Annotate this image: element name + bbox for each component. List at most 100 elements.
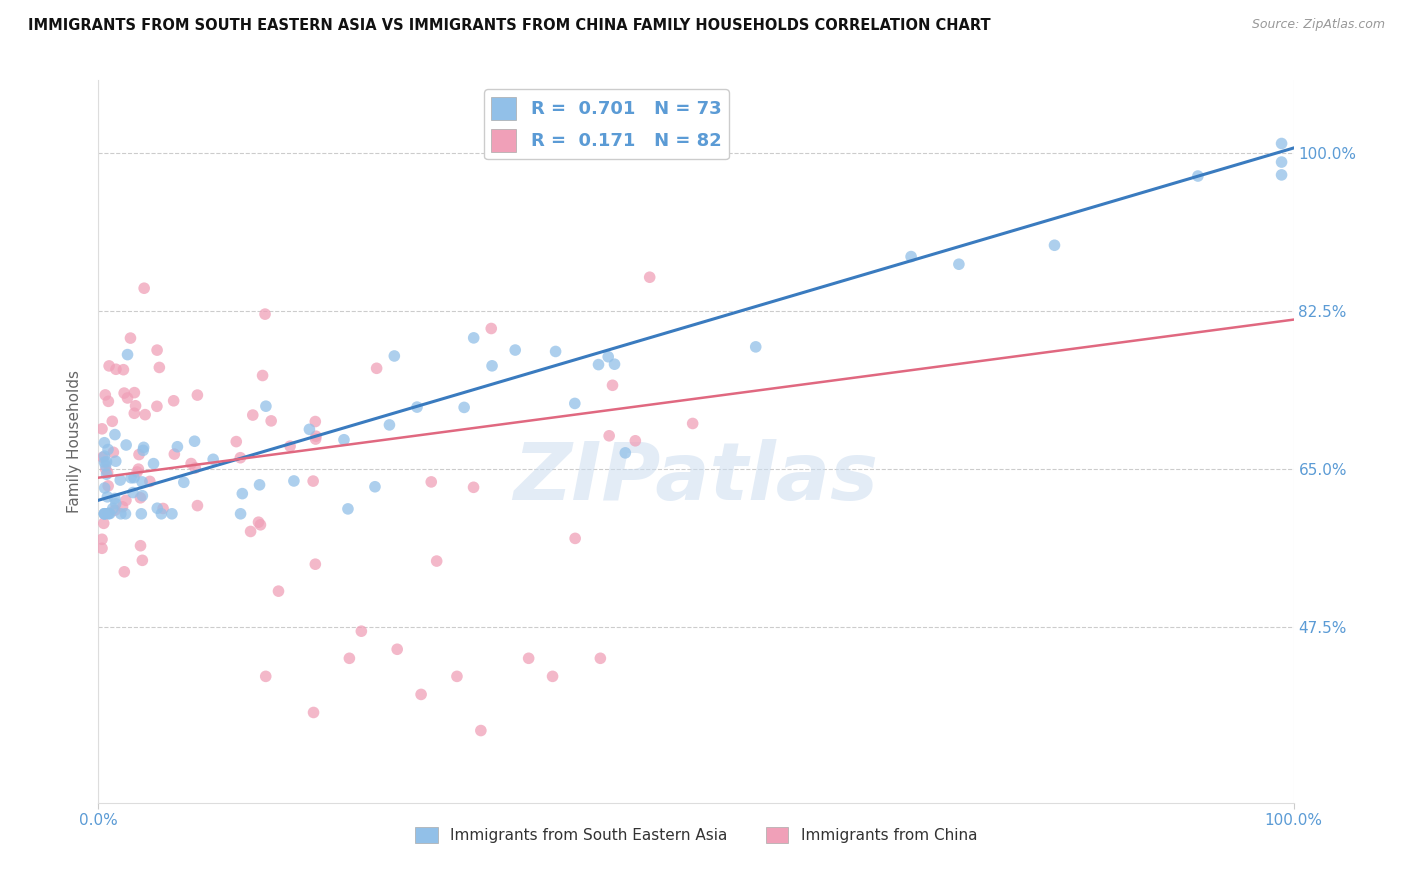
Point (446, 669, 468, 683)
Point (682, 417, 704, 431)
Point (97, 394, 120, 409)
Point (1271, 136, 1294, 151)
Point (134, 408, 156, 422)
Point (541, 669, 564, 683)
Point (124, 399, 146, 413)
Point (1271, 155, 1294, 169)
Point (638, 270, 661, 285)
Point (117, 348, 139, 362)
Point (101, 501, 124, 516)
Point (112, 386, 135, 401)
Point (479, 321, 502, 335)
Point (252, 368, 274, 383)
Point (564, 532, 586, 546)
Y-axis label: Family Households: Family Households (67, 370, 83, 513)
Point (249, 517, 271, 532)
Point (146, 343, 169, 358)
Point (91, 450, 114, 465)
Text: IMMIGRANTS FROM SOUTH EASTERN ASIA VS IMMIGRANTS FROM CHINA FAMILY HOUSEHOLDS CO: IMMIGRANTS FROM SOUTH EASTERN ASIA VS IM… (28, 18, 991, 33)
Point (614, 446, 637, 460)
Point (364, 480, 387, 494)
Point (98, 506, 121, 520)
Point (128, 448, 150, 462)
Point (202, 452, 225, 467)
Point (110, 473, 132, 487)
Point (103, 445, 125, 459)
Point (463, 331, 485, 345)
Point (229, 450, 252, 465)
Point (298, 422, 321, 436)
Point (350, 624, 373, 639)
Point (93, 507, 115, 521)
Point (101, 414, 124, 428)
Point (120, 471, 142, 485)
Point (378, 417, 401, 432)
Point (97, 507, 120, 521)
Point (96, 490, 118, 504)
Point (481, 359, 503, 373)
Point (131, 553, 153, 567)
Point (249, 478, 271, 492)
Point (111, 500, 134, 514)
Point (426, 554, 449, 568)
Point (1187, 169, 1209, 183)
Point (127, 462, 149, 476)
Point (131, 507, 153, 521)
Point (260, 414, 283, 428)
Text: ZIPatlas: ZIPatlas (513, 439, 879, 516)
Point (94, 462, 117, 476)
Point (339, 651, 361, 665)
Point (98, 359, 121, 373)
Point (148, 360, 170, 375)
Point (406, 400, 429, 414)
Point (382, 349, 405, 363)
Point (603, 357, 626, 371)
Point (305, 429, 328, 443)
Text: Source: ZipAtlas.com: Source: ZipAtlas.com (1251, 18, 1385, 31)
Point (602, 378, 624, 392)
Point (411, 687, 433, 701)
Point (94, 388, 117, 402)
Point (129, 491, 152, 505)
Point (278, 439, 301, 453)
Point (254, 399, 277, 413)
Point (173, 475, 195, 490)
Point (94, 458, 117, 473)
Point (1271, 168, 1294, 182)
Point (122, 485, 145, 500)
Point (131, 489, 153, 503)
Point (267, 584, 290, 599)
Point (624, 434, 647, 448)
Point (247, 515, 270, 529)
Point (304, 558, 326, 572)
Point (304, 415, 326, 429)
Point (283, 474, 305, 488)
Point (186, 499, 208, 513)
Point (163, 447, 186, 461)
Point (91, 422, 114, 436)
Point (385, 642, 409, 657)
Point (948, 257, 970, 271)
Point (139, 475, 162, 489)
Point (304, 432, 326, 446)
Point (598, 350, 620, 364)
Point (254, 669, 277, 683)
Point (93, 455, 115, 469)
Point (93, 516, 115, 531)
Point (517, 651, 540, 665)
Point (142, 457, 165, 471)
Point (114, 507, 136, 521)
Point (146, 400, 169, 414)
Point (598, 429, 620, 443)
Point (150, 507, 173, 521)
Point (104, 454, 127, 468)
Point (104, 362, 127, 376)
Point (503, 343, 526, 357)
Point (239, 524, 262, 539)
Point (302, 706, 325, 720)
Point (129, 539, 152, 553)
Point (120, 331, 142, 345)
Point (589, 651, 612, 665)
Point (229, 507, 252, 521)
Point (366, 361, 388, 376)
